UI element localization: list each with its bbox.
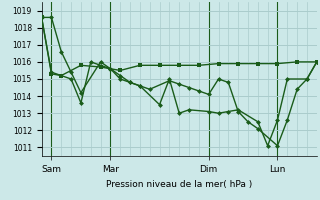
X-axis label: Pression niveau de la mer( hPa ): Pression niveau de la mer( hPa ) bbox=[106, 180, 252, 189]
